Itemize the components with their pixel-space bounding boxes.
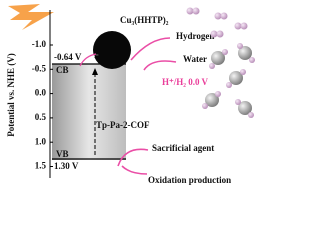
water-label: Water [183, 54, 207, 64]
hydrogen-label: Hydrogen [176, 31, 214, 41]
oxidation-label: Oxidation production [148, 175, 231, 185]
cocatalyst-particle [93, 31, 131, 69]
tick-label: 1.0 [35, 136, 47, 146]
water-molecules [202, 43, 255, 118]
vb-value: 1.30 V [54, 161, 79, 171]
cocatalyst-label: Cu₃(HHTP)₂ [120, 15, 169, 25]
cb-value: -0.64 V [54, 52, 82, 62]
redox-label: H⁺/H₂ 0.0 V [162, 77, 209, 87]
water-arrow [143, 60, 177, 71]
cof-band [52, 64, 126, 160]
cb-label: CB [56, 65, 69, 75]
electron: e⁻ [92, 53, 99, 61]
electron-transfer [79, 53, 97, 67]
hydrogen-molecules [186, 7, 248, 38]
oxidation-arrow [117, 148, 149, 167]
tick-label: -0.5 [32, 63, 47, 73]
tick-label: 0.0 [35, 88, 47, 98]
tick-label: 0.5 [35, 112, 47, 122]
axis-label: Potential vs. NHE (V) [6, 53, 16, 137]
vb-label: VB [56, 149, 69, 159]
light-bolt [8, 4, 54, 30]
arrow-head [92, 68, 98, 75]
sacrificial-label: Sacrificial agent [152, 143, 214, 153]
diagram: -1.0 -0.5 0.0 0.5 1.0 1.5 Potential vs. NHE (… [6, 4, 255, 185]
reduction-arrow [130, 37, 171, 61]
product-arrow [121, 165, 148, 175]
tick-label: -1.0 [32, 39, 47, 49]
material: Tp-Pa-2-COF [96, 120, 150, 130]
tick-label: 1.5 [35, 161, 47, 171]
